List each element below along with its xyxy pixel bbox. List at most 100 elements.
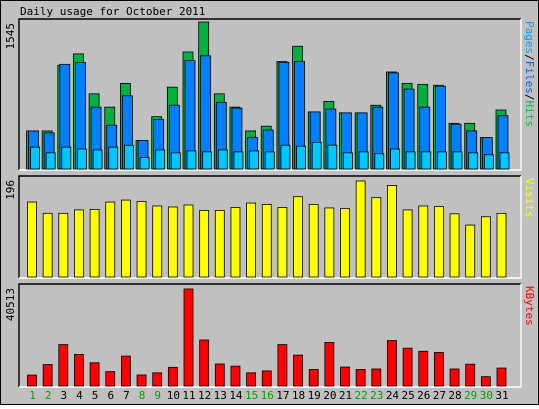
x-tick-label: 1 — [29, 389, 36, 402]
visits-panel-border-bottom — [19, 176, 522, 279]
x-tick-label: 18 — [292, 389, 305, 402]
visits-bar — [261, 204, 272, 278]
legend-entry-hits: Hits — [523, 101, 536, 128]
visits-bar — [308, 204, 319, 278]
pages-bar — [296, 145, 306, 170]
visits-bar — [105, 201, 116, 278]
kbytes-bar — [433, 352, 444, 387]
x-tick-label: 28 — [448, 389, 461, 402]
visits-bar — [136, 201, 147, 278]
pages-bar — [217, 149, 228, 170]
pages-bar — [499, 152, 510, 170]
kbytes-bar — [42, 364, 53, 387]
pages-bar — [124, 144, 134, 170]
kbytes-bar — [27, 374, 37, 387]
usage-y-max-label: 1545 — [4, 23, 17, 50]
visits-panel-border-top — [18, 175, 521, 278]
visits-bar — [293, 196, 303, 278]
pages-bar — [327, 144, 338, 170]
x-tick-label: 3 — [60, 389, 67, 402]
pages-bar — [108, 146, 119, 170]
visits-bar — [340, 208, 350, 278]
pages-bar — [249, 150, 260, 170]
x-tick-label: 10 — [167, 389, 180, 402]
legend-entry-kbytes: KBytes — [523, 286, 536, 326]
pages-bar — [264, 151, 275, 170]
x-tick-label: 17 — [276, 389, 289, 402]
visits-bar — [480, 216, 491, 278]
pages-bar — [483, 154, 494, 170]
visits-bar — [121, 199, 131, 278]
visits-bar — [324, 207, 335, 278]
legend-panel-0: Pages/Files/Hits — [523, 21, 536, 127]
visits-bar — [167, 206, 178, 278]
pages-bar — [405, 151, 416, 170]
x-tick-label: 24 — [386, 389, 400, 402]
x-tick-label: 16 — [261, 389, 274, 402]
visits-bar — [277, 207, 288, 278]
x-tick-label: 21 — [339, 389, 352, 402]
kbytes-bar — [121, 355, 131, 387]
legend-entry-pages: Pages — [523, 21, 536, 54]
visits-bar — [214, 209, 225, 278]
x-tick-label: 29 — [464, 389, 477, 402]
kbytes-bar — [183, 288, 194, 387]
x-tick-label: 9 — [154, 389, 161, 402]
kbytes-bar — [58, 344, 69, 387]
pages-bar — [280, 144, 291, 170]
x-tick-label: 14 — [229, 389, 243, 402]
pages-bar — [92, 149, 103, 170]
x-tick-label: 27 — [433, 389, 446, 402]
visits-bar — [418, 205, 429, 278]
kbytes-bar — [340, 366, 350, 387]
kbytes-bar — [496, 367, 507, 387]
pages-bar — [77, 148, 87, 170]
x-tick-label: 30 — [480, 389, 493, 402]
visits-bar — [74, 209, 84, 278]
legend-separator: / — [523, 54, 536, 61]
pages-bar — [186, 150, 197, 170]
kbytes-bar — [465, 363, 476, 387]
pages-bar — [358, 151, 369, 170]
visits-bar — [355, 180, 366, 278]
x-tick-label: 31 — [495, 389, 508, 402]
kbytes-bar — [308, 369, 319, 387]
kbytes-bar — [136, 374, 147, 387]
pages-bar — [61, 146, 72, 170]
kbytes-bar — [277, 344, 288, 387]
x-tick-label: 7 — [123, 389, 130, 402]
kbytes-bar — [324, 342, 335, 387]
pages-bar — [468, 152, 479, 170]
x-tick-label: 4 — [76, 389, 83, 402]
kbytes-bar — [214, 363, 225, 387]
pages-bar — [155, 149, 166, 170]
kbytes-bar — [418, 350, 429, 387]
x-tick-label: 20 — [323, 389, 336, 402]
kbytes-bar — [355, 369, 366, 387]
x-tick-label: 2 — [45, 389, 52, 402]
pages-bar — [30, 146, 40, 170]
kbytes-panel-border-top — [18, 283, 521, 387]
pages-bar — [452, 151, 463, 170]
x-tick-label: 15 — [245, 389, 258, 402]
visits-bar — [89, 209, 100, 278]
visits-bar — [449, 213, 460, 278]
x-tick-label: 6 — [107, 389, 114, 402]
visits-bar — [183, 204, 194, 278]
kbytes-bar — [167, 366, 178, 387]
visits-bar — [246, 202, 257, 278]
visits-bar — [402, 209, 413, 278]
pages-bar — [139, 157, 150, 170]
kbytes-bar — [371, 368, 382, 387]
kbytes-bar — [152, 372, 163, 387]
pages-bar — [311, 141, 322, 170]
visits-bar — [433, 206, 444, 278]
pages-bar — [202, 151, 213, 170]
pages-bar — [390, 148, 400, 170]
visits-bar — [465, 224, 476, 278]
visits-bar — [371, 197, 382, 278]
kbytes-bar — [387, 340, 397, 387]
x-tick-label: 25 — [401, 389, 414, 402]
